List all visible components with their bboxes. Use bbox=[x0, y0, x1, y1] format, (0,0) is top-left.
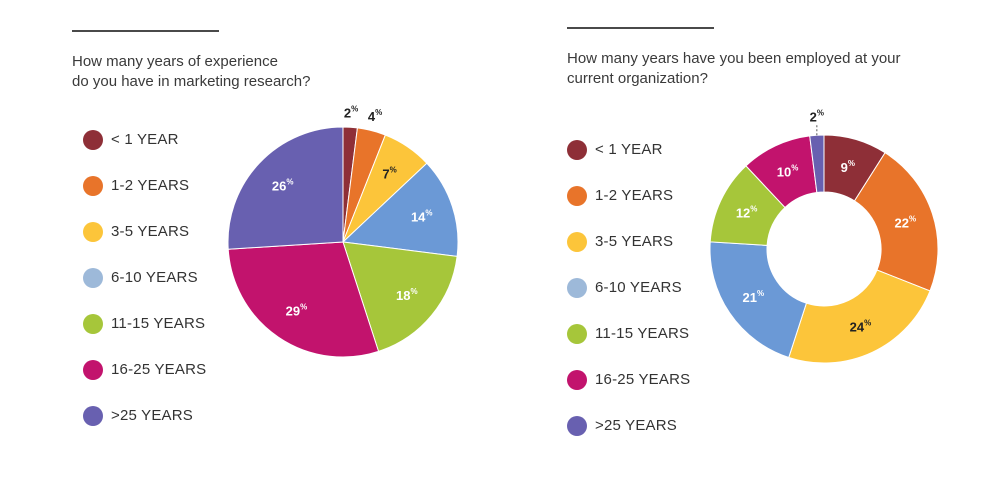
panel-top-rule bbox=[72, 30, 219, 32]
chart-title-line: How many years of experience bbox=[72, 53, 278, 70]
legend-swatch bbox=[567, 324, 587, 344]
legend-label: < 1 YEAR bbox=[595, 141, 663, 158]
chart-title-line: current organization? bbox=[567, 70, 708, 87]
legend-label: 6-10 YEARS bbox=[111, 269, 198, 286]
legend-label: 11-15 YEARS bbox=[595, 325, 690, 342]
pie-slice bbox=[709, 241, 808, 359]
legend-swatch bbox=[83, 314, 103, 334]
legend-swatch bbox=[567, 232, 587, 252]
legend-swatch bbox=[567, 278, 587, 298]
pie-slice bbox=[341, 162, 459, 257]
data-label: 14% bbox=[411, 208, 433, 224]
data-label: 18% bbox=[396, 287, 418, 303]
pie-slice bbox=[853, 152, 939, 292]
legend-label: 11-15 YEARS bbox=[111, 315, 206, 332]
chart-title: How many years of experience do you have… bbox=[72, 52, 432, 92]
legend-swatch bbox=[83, 268, 103, 288]
legend-label: 1-2 YEARS bbox=[595, 187, 674, 204]
legend-label: 16-25 YEARS bbox=[111, 361, 207, 378]
data-label: 22% bbox=[895, 215, 917, 231]
data-label: 2% bbox=[344, 104, 358, 120]
chart-title: How many years have you been employed at… bbox=[567, 49, 947, 89]
data-label: 7% bbox=[382, 166, 396, 182]
legend-swatch bbox=[83, 406, 103, 426]
data-label: 9% bbox=[841, 159, 855, 175]
legend-label: 6-10 YEARS bbox=[595, 279, 682, 296]
pie-slice bbox=[227, 126, 344, 250]
legend-label: < 1 YEAR bbox=[111, 131, 179, 148]
data-label: 24% bbox=[850, 318, 872, 334]
legend-label: 16-25 YEARS bbox=[595, 371, 691, 388]
legend-swatch bbox=[83, 130, 103, 150]
legend-swatch bbox=[567, 186, 587, 206]
legend-label: 3-5 YEARS bbox=[595, 233, 674, 250]
chart-title-line: How many years have you been employed at… bbox=[567, 50, 901, 67]
data-label: 2% bbox=[810, 108, 824, 124]
legend-swatch bbox=[83, 360, 103, 380]
legend-swatch bbox=[567, 370, 587, 390]
tenure-panel: How many years have you been employed at… bbox=[495, 0, 990, 495]
pie-slice bbox=[788, 269, 931, 364]
tenure-donut-chart: 9% 22% 24% 21% 12% 10% 2% bbox=[709, 108, 939, 364]
data-label: 10% bbox=[777, 164, 799, 180]
legend-swatch bbox=[83, 222, 103, 242]
data-label: 26% bbox=[272, 177, 294, 193]
pie-slice bbox=[809, 134, 825, 194]
legend-swatch bbox=[83, 176, 103, 196]
pie-slice bbox=[342, 241, 458, 353]
data-label: 21% bbox=[742, 289, 764, 305]
data-label: 4% bbox=[368, 108, 382, 124]
legend-swatch bbox=[567, 140, 587, 160]
legend-label: >25 YEARS bbox=[595, 417, 677, 434]
legend-label: >25 YEARS bbox=[111, 407, 193, 424]
legend-label: 1-2 YEARS bbox=[111, 177, 190, 194]
experience-pie-chart: 2% 4% 7% 14% 18% 29% 26% bbox=[227, 104, 459, 358]
legend-swatch bbox=[567, 416, 587, 436]
panel-top-rule bbox=[567, 27, 714, 29]
legend-label: 3-5 YEARS bbox=[111, 223, 190, 240]
pie-slice bbox=[227, 241, 380, 358]
experience-panel: How many years of experience do you have… bbox=[72, 30, 459, 426]
chart-title-line: do you have in marketing research? bbox=[72, 73, 311, 90]
data-label: 29% bbox=[286, 302, 308, 318]
data-label: 12% bbox=[736, 205, 758, 221]
